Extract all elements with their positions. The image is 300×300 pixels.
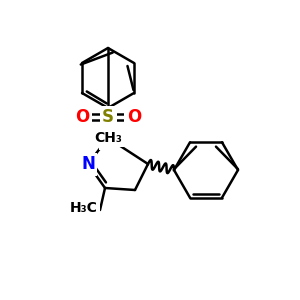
Text: S: S [102,108,114,126]
Text: O: O [127,108,141,126]
Text: N: N [81,155,95,173]
Text: H₃C: H₃C [70,201,98,215]
Text: O: O [75,108,89,126]
Text: N: N [101,129,115,147]
Text: CH₃: CH₃ [94,131,122,145]
